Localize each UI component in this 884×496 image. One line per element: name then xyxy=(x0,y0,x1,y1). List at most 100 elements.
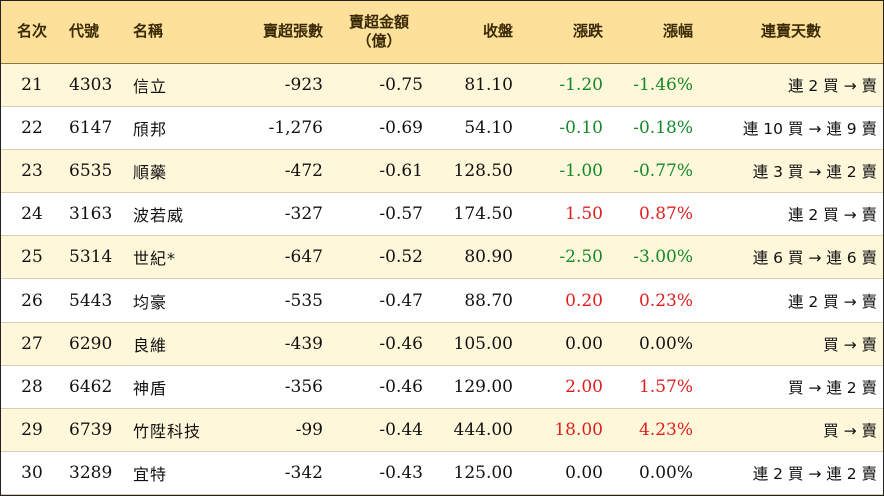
cell-net-sell-shares: -923 xyxy=(231,63,329,107)
cell-net-sell-amount: -0.75 xyxy=(329,63,429,107)
cell-rank: 30 xyxy=(1,451,63,496)
cell-close-price: 174.50 xyxy=(429,192,519,237)
cell-code: 6462 xyxy=(63,365,127,410)
header-net-sell-amount-line1: 賣超金額 xyxy=(348,12,409,31)
table-row: 29 6739 竹陞科技 -99 -0.44 444.00 18.00 4.23% 買 → 賣 xyxy=(1,408,883,453)
cell-price-change: 0.00 xyxy=(519,451,609,496)
cell-net-sell-shares: -99 xyxy=(231,408,329,453)
cell-stock-name: 信立 xyxy=(127,63,231,107)
cell-stock-name: 竹陞科技 xyxy=(127,408,231,453)
cell-code: 6739 xyxy=(63,408,127,453)
cell-rank: 29 xyxy=(1,408,63,453)
table-row: 28 6462 神盾 -356 -0.46 129.00 2.00 1.57% 買 → 連 2 … xyxy=(1,365,883,410)
cell-price-change: 18.00 xyxy=(519,408,609,453)
cell-close-price: 81.10 xyxy=(429,63,519,107)
cell-rank: 22 xyxy=(1,106,63,150)
cell-close-price: 88.70 xyxy=(429,278,519,323)
cell-streak: 連 2 買 → 賣 xyxy=(699,63,883,107)
cell-code: 5443 xyxy=(63,278,127,323)
cell-code: 6535 xyxy=(63,149,127,194)
header-name: 名稱 xyxy=(127,1,231,64)
cell-stock-name: 均豪 xyxy=(127,278,231,323)
cell-change-pct: 4.23% xyxy=(609,408,699,453)
cell-code: 5314 xyxy=(63,235,127,280)
cell-close-price: 125.00 xyxy=(429,451,519,496)
cell-close-price: 105.00 xyxy=(429,322,519,366)
cell-net-sell-amount: -0.46 xyxy=(329,322,429,366)
cell-price-change: 0.00 xyxy=(519,322,609,366)
header-change-pct: 漲幅 xyxy=(609,1,699,64)
cell-net-sell-amount: -0.44 xyxy=(329,408,429,453)
cell-net-sell-shares: -472 xyxy=(231,149,329,194)
cell-rank: 26 xyxy=(1,278,63,323)
cell-price-change: -0.10 xyxy=(519,106,609,150)
header-change: 漲跌 xyxy=(519,1,609,64)
table-row: 27 6290 良維 -439 -0.46 105.00 0.00 0.00% 買 → 賣 xyxy=(1,322,883,366)
cell-stock-name: 頎邦 xyxy=(127,106,231,150)
cell-close-price: 54.10 xyxy=(429,106,519,150)
cell-net-sell-amount: -0.52 xyxy=(329,235,429,280)
cell-net-sell-amount: -0.69 xyxy=(329,106,429,150)
header-code: 代號 xyxy=(63,1,127,64)
header-net-sell-shares: 賣超張數 xyxy=(231,1,329,64)
cell-code: 3289 xyxy=(63,451,127,496)
cell-net-sell-shares: -535 xyxy=(231,278,329,323)
cell-change-pct: -1.46% xyxy=(609,63,699,107)
cell-price-change: -2.50 xyxy=(519,235,609,280)
cell-rank: 25 xyxy=(1,235,63,280)
cell-stock-name: 宜特 xyxy=(127,451,231,496)
cell-price-change: 1.50 xyxy=(519,192,609,237)
cell-code: 3163 xyxy=(63,192,127,237)
table-row: 25 5314 世紀* -647 -0.52 80.90 -2.50 -3.00% 連 6 買 … xyxy=(1,235,883,280)
cell-net-sell-shares: -327 xyxy=(231,192,329,237)
cell-change-pct: 0.00% xyxy=(609,451,699,496)
header-streak: 連賣天數 xyxy=(699,1,883,64)
header-close: 收盤 xyxy=(429,1,519,64)
cell-streak: 連 3 買 → 連 2 賣 xyxy=(699,149,883,194)
cell-net-sell-amount: -0.43 xyxy=(329,451,429,496)
cell-net-sell-shares: -439 xyxy=(231,322,329,366)
cell-streak: 連 2 買 → 賣 xyxy=(699,278,883,323)
cell-net-sell-shares: -647 xyxy=(231,235,329,280)
cell-net-sell-shares: -356 xyxy=(231,365,329,410)
cell-streak: 連 2 買 → 賣 xyxy=(699,192,883,237)
cell-stock-name: 神盾 xyxy=(127,365,231,410)
table-row: 23 6535 順藥 -472 -0.61 128.50 -1.00 -0.77% 連 3 買 … xyxy=(1,149,883,194)
table-header-row: 名次 代號 名稱 賣超張數 賣超金額 （億） 收盤 漲跌 漲幅 連賣天數 xyxy=(1,1,883,64)
cell-change-pct: 0.00% xyxy=(609,322,699,366)
cell-change-pct: -0.77% xyxy=(609,149,699,194)
cell-streak: 連 10 買 → 連 9 賣 xyxy=(699,106,883,150)
cell-close-price: 128.50 xyxy=(429,149,519,194)
cell-net-sell-amount: -0.47 xyxy=(329,278,429,323)
cell-price-change: 2.00 xyxy=(519,365,609,410)
cell-net-sell-amount: -0.46 xyxy=(329,365,429,410)
cell-price-change: -1.20 xyxy=(519,63,609,107)
cell-change-pct: 0.23% xyxy=(609,278,699,323)
table-body: 21 4303 信立 -923 -0.75 81.10 -1.20 -1.46% 連 2 買 →… xyxy=(1,63,883,496)
cell-close-price: 129.00 xyxy=(429,365,519,410)
cell-change-pct: 0.87% xyxy=(609,192,699,237)
header-rank: 名次 xyxy=(1,1,63,64)
table-row: 30 3289 宜特 -342 -0.43 125.00 0.00 0.00% 連 2 買 → … xyxy=(1,451,883,496)
cell-net-sell-shares: -1,276 xyxy=(231,106,329,150)
cell-net-sell-amount: -0.57 xyxy=(329,192,429,237)
cell-net-sell-amount: -0.61 xyxy=(329,149,429,194)
cell-rank: 21 xyxy=(1,63,63,107)
cell-change-pct: 1.57% xyxy=(609,365,699,410)
cell-code: 6147 xyxy=(63,106,127,150)
cell-net-sell-shares: -342 xyxy=(231,451,329,496)
header-net-sell-amount: 賣超金額 （億） xyxy=(329,1,429,64)
cell-rank: 27 xyxy=(1,322,63,366)
cell-stock-name: 順藥 xyxy=(127,149,231,194)
cell-change-pct: -0.18% xyxy=(609,106,699,150)
cell-close-price: 80.90 xyxy=(429,235,519,280)
table-row: 26 5443 均豪 -535 -0.47 88.70 0.20 0.23% 連 2 買 → 賣 xyxy=(1,278,883,323)
cell-close-price: 444.00 xyxy=(429,408,519,453)
cell-price-change: 0.20 xyxy=(519,278,609,323)
cell-streak: 買 → 賣 xyxy=(699,322,883,366)
header-net-sell-amount-line2: （億） xyxy=(356,31,402,50)
table-row: 24 3163 波若威 -327 -0.57 174.50 1.50 0.87% 連 2 買 →… xyxy=(1,192,883,237)
cell-stock-name: 世紀* xyxy=(127,235,231,280)
